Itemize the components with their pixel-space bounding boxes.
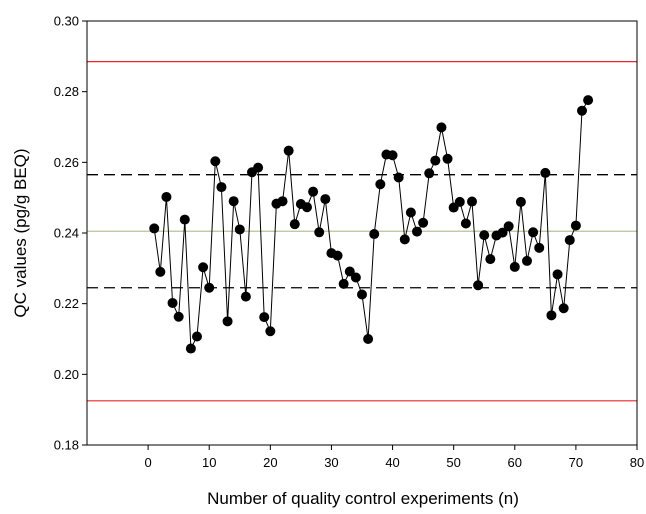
data-point <box>430 155 441 166</box>
data-point <box>302 202 312 213</box>
data-point <box>240 291 251 302</box>
data-point <box>399 234 410 245</box>
y-tick-label: 0.30 <box>54 14 79 29</box>
data-point <box>442 153 453 164</box>
data-point <box>515 196 526 207</box>
data-point <box>558 303 569 314</box>
data-point <box>583 95 594 106</box>
x-axis-ticks: 0 10 20 30 40 50 60 70 80 <box>144 445 644 470</box>
data-point <box>320 194 331 205</box>
x-tick-label: 70 <box>569 455 583 470</box>
data-point <box>234 224 245 235</box>
y-tick-label: 0.20 <box>54 367 79 382</box>
data-point <box>344 266 355 277</box>
data-point <box>357 289 367 300</box>
series-line <box>153 99 589 351</box>
data-point <box>473 280 484 291</box>
x-tick-label: 0 <box>144 455 151 470</box>
x-tick-label: 60 <box>508 455 522 470</box>
y-axis-ticks: 0.18 0.20 0.22 0.24 0.26 0.28 0.30 <box>54 14 87 453</box>
y-tick-label: 0.22 <box>54 296 79 311</box>
data-point <box>424 168 435 179</box>
data-point <box>198 262 209 273</box>
data-point <box>534 242 545 253</box>
x-tick-label: 10 <box>202 455 216 470</box>
data-point <box>485 254 496 265</box>
plot-area-frame <box>86 20 638 446</box>
x-tick-label: 40 <box>385 455 399 470</box>
data-point <box>577 105 587 116</box>
data-point <box>369 229 380 240</box>
data-point <box>375 179 386 190</box>
data-point <box>314 227 325 238</box>
data-point <box>393 172 404 183</box>
x-tick-label: 20 <box>263 455 277 470</box>
x-tick-label: 30 <box>324 455 338 470</box>
data-point <box>216 182 227 193</box>
data-point <box>332 250 343 261</box>
data-point <box>277 196 288 207</box>
data-point <box>283 145 294 156</box>
data-point <box>503 221 514 232</box>
data-point <box>228 196 239 207</box>
data-point <box>167 297 178 308</box>
reference-lines <box>87 61 637 402</box>
x-axis-title: Number of quality control experiments (n… <box>207 489 519 508</box>
data-point <box>454 196 465 207</box>
data-point <box>564 235 575 246</box>
data-point <box>259 312 270 323</box>
data-point <box>289 219 300 230</box>
data-point <box>204 282 215 293</box>
data-point <box>363 334 374 344</box>
y-axis-title: QC values (pg/g BEQ) <box>11 148 30 317</box>
data-point <box>350 272 361 283</box>
data-point <box>497 227 508 238</box>
y-tick-label: 0.24 <box>54 226 79 241</box>
data-point <box>265 326 276 337</box>
data-point <box>418 217 429 228</box>
data-point <box>460 218 471 229</box>
data-point <box>405 207 416 218</box>
data-point <box>149 223 160 234</box>
y-tick-label: 0.26 <box>54 155 79 170</box>
data-point <box>173 311 184 322</box>
y-tick-label: 0.28 <box>54 84 79 99</box>
data-point <box>479 230 490 241</box>
data-point <box>436 122 447 133</box>
data-point <box>522 255 532 266</box>
data-point <box>552 269 563 280</box>
data-point <box>387 150 398 161</box>
x-tick-label: 80 <box>630 455 644 470</box>
data-point <box>540 167 551 178</box>
data-point <box>253 162 264 173</box>
data-point <box>308 186 319 197</box>
data-point <box>338 278 349 289</box>
data-point <box>210 156 221 167</box>
data-point <box>509 261 520 272</box>
data-series <box>149 95 594 354</box>
data-point <box>179 214 190 225</box>
x-tick-label: 50 <box>446 455 460 470</box>
data-point <box>412 226 422 237</box>
data-point <box>546 310 557 321</box>
data-point <box>570 220 581 231</box>
data-point <box>528 227 539 238</box>
data-point <box>192 331 202 342</box>
data-point <box>155 266 166 277</box>
data-point <box>222 316 233 327</box>
data-point <box>467 196 477 207</box>
data-point <box>161 191 172 202</box>
y-tick-label: 0.18 <box>54 438 79 453</box>
data-point <box>185 343 196 354</box>
